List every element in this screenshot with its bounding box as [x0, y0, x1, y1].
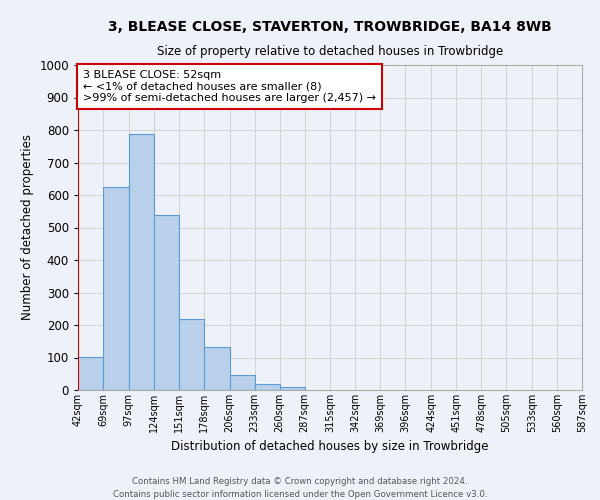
- Bar: [280, 387, 305, 390]
- Bar: [78, 356, 103, 390]
- Y-axis label: Number of detached properties: Number of detached properties: [21, 134, 34, 320]
- Text: Contains HM Land Registry data © Crown copyright and database right 2024.: Contains HM Land Registry data © Crown c…: [132, 478, 468, 486]
- Bar: [154, 214, 179, 390]
- Bar: [204, 347, 230, 390]
- Text: Size of property relative to detached houses in Trowbridge: Size of property relative to detached ho…: [157, 45, 503, 58]
- X-axis label: Distribution of detached houses by size in Trowbridge: Distribution of detached houses by size …: [171, 440, 489, 454]
- Bar: [103, 187, 129, 390]
- Text: 3, BLEASE CLOSE, STAVERTON, TROWBRIDGE, BA14 8WB: 3, BLEASE CLOSE, STAVERTON, TROWBRIDGE, …: [108, 20, 552, 34]
- Bar: [129, 134, 154, 390]
- Text: 3 BLEASE CLOSE: 52sqm
← <1% of detached houses are smaller (8)
>99% of semi-deta: 3 BLEASE CLOSE: 52sqm ← <1% of detached …: [83, 70, 376, 103]
- Text: Contains public sector information licensed under the Open Government Licence v3: Contains public sector information licen…: [113, 490, 487, 499]
- Bar: [254, 384, 280, 390]
- Bar: [230, 376, 254, 390]
- Bar: [179, 318, 204, 390]
